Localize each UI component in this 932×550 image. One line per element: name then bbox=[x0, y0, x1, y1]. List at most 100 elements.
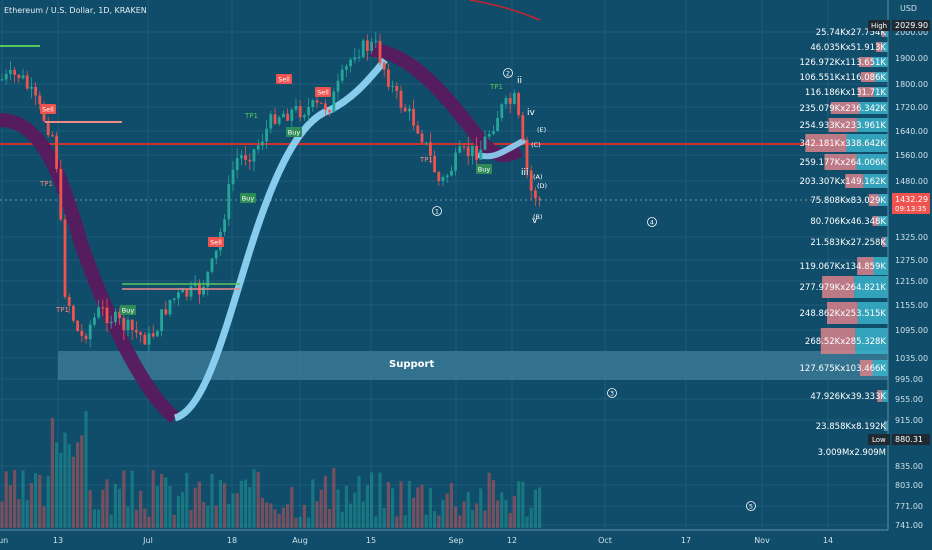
profile-label: 126.972Kx113.651K bbox=[800, 58, 887, 68]
volume-bar bbox=[105, 479, 109, 528]
wave-circle bbox=[607, 388, 617, 398]
volume-bar bbox=[218, 479, 222, 528]
profile-buy-bar bbox=[878, 194, 888, 206]
volume-bar bbox=[172, 514, 176, 528]
profile-sell-bar bbox=[882, 237, 886, 247]
candle-body bbox=[517, 93, 520, 116]
volume-bar bbox=[231, 493, 235, 528]
volume-bar bbox=[323, 475, 327, 528]
candle-body bbox=[496, 118, 499, 132]
signal-text: Sell bbox=[42, 106, 54, 114]
wave-letter: iv bbox=[527, 108, 536, 118]
volume-bar bbox=[273, 509, 277, 528]
volume-bar bbox=[147, 516, 151, 528]
profile-label: 342.181Kx338.642K bbox=[800, 139, 887, 149]
profile-buy-bar bbox=[846, 134, 888, 152]
candle-body bbox=[290, 109, 294, 121]
volume-bar bbox=[433, 511, 437, 528]
volume-bar bbox=[340, 511, 344, 528]
volume-bar bbox=[508, 512, 512, 528]
volume-bar bbox=[487, 472, 491, 528]
candle-body bbox=[101, 307, 105, 309]
volume-bar bbox=[80, 435, 84, 528]
low-tag bbox=[868, 434, 890, 445]
candle-body bbox=[114, 311, 117, 322]
signal-badge bbox=[286, 127, 302, 137]
signal-text: Buy bbox=[478, 166, 491, 174]
profile-sell-bar bbox=[858, 57, 873, 67]
candle-body bbox=[139, 332, 142, 335]
candle-body bbox=[126, 319, 130, 331]
price-scale[interactable]: 2000.00 1900.00 1800.00 1720.00 1640.00 1560.… bbox=[868, 4, 930, 530]
volume-bar bbox=[38, 474, 42, 528]
price-tick-label: 1215.00 bbox=[895, 277, 928, 286]
time-tick-label: Aug bbox=[292, 536, 308, 545]
candle-body bbox=[189, 285, 193, 297]
time-tick-label: 12 bbox=[507, 536, 517, 545]
candle-body bbox=[130, 319, 134, 331]
volume-bar bbox=[286, 504, 290, 528]
take-profit-label: TP1 bbox=[489, 83, 503, 91]
volume-bar bbox=[428, 487, 432, 528]
volume-bar bbox=[458, 515, 462, 528]
price-tick-label: 835.00 bbox=[895, 462, 923, 471]
price-tick-label: 915.00 bbox=[895, 416, 923, 425]
time-tick-label: 14 bbox=[823, 536, 833, 545]
high-value: 2029.90 bbox=[895, 21, 928, 30]
time-axis[interactable]: Jun 13 Jul 18 Aug 15 Sep 12 Oct 17 Nov 14 bbox=[0, 536, 833, 545]
candle-body bbox=[420, 133, 424, 143]
candle-body bbox=[353, 57, 357, 60]
candle-body bbox=[332, 91, 336, 113]
volume-bar bbox=[227, 504, 231, 528]
profile-label: 254.933Kx233.961K bbox=[800, 121, 887, 131]
candle-body bbox=[391, 86, 394, 88]
wave-letter: v bbox=[532, 216, 538, 226]
volume-bar bbox=[424, 514, 428, 528]
volume-bar bbox=[441, 499, 445, 528]
volume-bar bbox=[294, 517, 298, 528]
candle-body bbox=[185, 289, 189, 297]
price-tick-label: 1480.00 bbox=[895, 177, 928, 186]
candle-body bbox=[282, 113, 285, 118]
volume-bar bbox=[155, 486, 159, 528]
volume-bar bbox=[29, 483, 33, 528]
candle-body bbox=[429, 142, 432, 156]
wave-circle-label: 4 bbox=[650, 219, 654, 227]
volume-bar bbox=[130, 470, 134, 528]
volume-bar bbox=[260, 497, 264, 528]
candle-body bbox=[412, 108, 415, 126]
candle-body bbox=[93, 317, 96, 325]
volume-bar bbox=[344, 485, 348, 528]
wave-circle bbox=[432, 206, 442, 216]
abc-label: (E) bbox=[537, 126, 546, 134]
volume-bar bbox=[239, 480, 243, 528]
time-tick-label: Oct bbox=[598, 536, 612, 545]
volume-bar bbox=[290, 486, 294, 528]
low-value-tag bbox=[892, 434, 930, 445]
volume-bar bbox=[399, 481, 403, 528]
volume-bar bbox=[50, 417, 54, 528]
volume-bar bbox=[319, 489, 323, 528]
time-tick-label: Nov bbox=[754, 536, 770, 545]
volume-bar bbox=[244, 479, 248, 528]
price-tick-label: 1275.00 bbox=[895, 256, 928, 265]
candle-body bbox=[534, 190, 537, 199]
volume-bar bbox=[311, 479, 315, 528]
candle-body bbox=[294, 105, 298, 110]
volume-bar bbox=[407, 480, 411, 528]
volume-bar bbox=[109, 514, 113, 528]
candle-body bbox=[164, 309, 168, 315]
price-tick-label: 1035.00 bbox=[895, 354, 928, 363]
candle-body bbox=[135, 330, 138, 333]
candle-body bbox=[471, 145, 474, 157]
volume-bar bbox=[517, 481, 521, 528]
candle-body bbox=[223, 219, 226, 232]
candle-body bbox=[80, 331, 84, 336]
candle-body bbox=[525, 139, 529, 171]
profile-label: 80.706Kx46.348K bbox=[810, 217, 886, 227]
candle-body bbox=[483, 136, 487, 150]
volume-bar bbox=[298, 516, 302, 528]
volume-profile: 25.74Kx27.754K 46.035Kx51.913K 126.972Kx11… bbox=[800, 27, 888, 458]
profile-sell-bar bbox=[824, 154, 857, 170]
